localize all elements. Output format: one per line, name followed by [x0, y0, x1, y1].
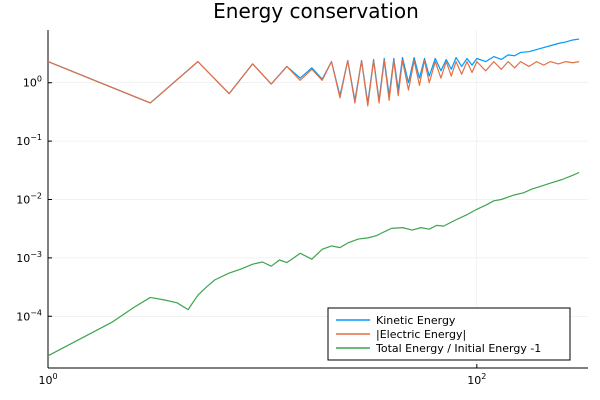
series-lines [47, 38, 580, 357]
y-tick-label: 10−2 [16, 191, 42, 206]
x-ticks: 100 102 [38, 364, 486, 387]
y-tick-label-exponent: −2 [30, 191, 42, 200]
y-tick-label: 10−4 [16, 308, 42, 323]
y-tick-label-exponent: −1 [30, 133, 42, 142]
x-tick-label-base: 10 [467, 374, 481, 387]
x-tick-label-exponent: 0 [52, 372, 57, 381]
y-tick-label-exponent: 0 [37, 75, 42, 84]
y-tick-label: 10−1 [16, 133, 42, 148]
y-tick-label-base: 10 [16, 252, 30, 265]
y-tick-label: 100 [23, 75, 42, 90]
y-tick-label-base: 10 [23, 77, 37, 90]
legend-label: |Electric Energy| [376, 328, 466, 341]
y-tick-label: 10−3 [16, 250, 42, 265]
y-tick-label-exponent: −4 [30, 308, 42, 317]
chart-title: Energy conservation [213, 0, 419, 23]
y-tick-label-base: 10 [16, 193, 30, 206]
y-tick-label-base: 10 [16, 135, 30, 148]
legend-label: Kinetic Energy [376, 314, 456, 327]
series-line-1 [47, 38, 580, 104]
x-tick-label-exponent: 2 [481, 372, 486, 381]
series-line-3 [47, 171, 580, 357]
legend-label: Total Energy / Initial Energy -1 [375, 342, 541, 355]
legend: Kinetic Energy|Electric Energy|Total Ene… [327, 307, 571, 361]
y-tick-label-exponent: −3 [30, 250, 42, 259]
x-tick-label-base: 10 [38, 374, 52, 387]
grid [47, 30, 588, 368]
x-tick-label: 100 [38, 372, 57, 387]
y-tick-label-base: 10 [16, 310, 30, 323]
x-tick-label: 102 [467, 372, 486, 387]
series-line-2 [47, 59, 580, 107]
